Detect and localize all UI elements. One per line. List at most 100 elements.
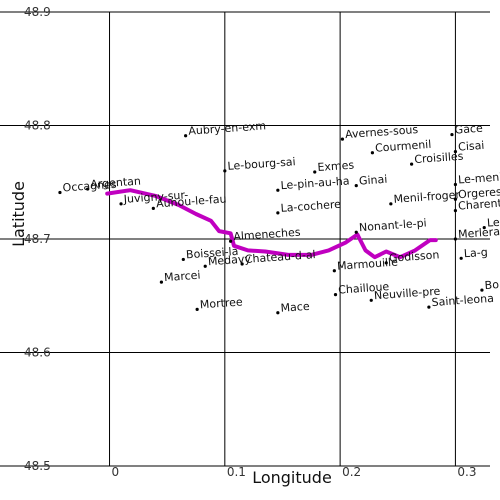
place-dot xyxy=(181,257,185,262)
place-marker: Godisson xyxy=(384,248,440,265)
place-label: Occagnes xyxy=(62,178,117,195)
place-label: Juvigny-sur- xyxy=(122,188,188,206)
place-marker: Argentan xyxy=(86,175,141,192)
place-marker: Mortree xyxy=(195,295,243,311)
place-marker: Nonant-le-pi xyxy=(354,216,428,234)
route-line xyxy=(105,188,438,260)
x-tick-label: 0.1 xyxy=(227,465,246,479)
place-marker: Marcei xyxy=(159,269,201,284)
place-label: Almeneches xyxy=(233,226,301,244)
place-marker: Mace xyxy=(276,300,310,315)
place-dot xyxy=(389,202,393,206)
y-axis-title: Latitude xyxy=(9,181,28,247)
place-label: Merlerault xyxy=(458,224,500,241)
x-tick-label: 0 xyxy=(112,465,120,479)
place-label: Gace xyxy=(454,122,483,137)
place-marker: Courmenil xyxy=(370,138,432,155)
place-dot xyxy=(119,202,123,206)
place-dot xyxy=(203,264,207,268)
place-dot xyxy=(86,187,90,191)
y-tick-label: 48.8 xyxy=(24,119,51,133)
place-marker: Cisai xyxy=(453,139,485,154)
place-marker: Neuville-pre xyxy=(369,285,441,303)
place-marker: La-g xyxy=(459,246,488,261)
place-dot xyxy=(453,197,458,201)
place-marker: Saint-leona xyxy=(427,292,494,309)
x-tick-label: 0.2 xyxy=(342,465,361,479)
place-label: Avernes-sous xyxy=(345,123,419,141)
place-dot xyxy=(276,188,280,192)
place-dot xyxy=(370,151,374,155)
place-dot xyxy=(151,206,155,210)
place-dot xyxy=(354,184,358,188)
place-dot xyxy=(410,162,414,166)
place-dot xyxy=(159,280,164,284)
place-marker: Almeneches xyxy=(228,226,301,244)
tick-labels: 0 0.1 0.2 0.3 48.5 48.6 48.7 48.8 48.9 xyxy=(24,5,477,479)
place-label: Le-bourg-sai xyxy=(227,155,296,173)
place-label: Godisson xyxy=(389,248,440,264)
place-dot xyxy=(384,261,388,265)
place-dot xyxy=(184,134,188,138)
place-dot xyxy=(195,307,199,311)
place-dot xyxy=(453,182,458,187)
place-label: Cisai xyxy=(458,139,485,154)
place-dot xyxy=(340,137,345,141)
place-dot xyxy=(459,256,463,260)
place-marker: Bo xyxy=(480,278,500,292)
place-marker: Le-meni xyxy=(453,170,500,187)
place-marker: Croisilles xyxy=(410,150,464,166)
route-track xyxy=(105,188,438,260)
place-marker: Aubry-en-exm xyxy=(184,119,267,138)
place-dot xyxy=(58,190,62,195)
place-dot xyxy=(228,239,233,243)
place-label: Chateau-d-al xyxy=(244,248,316,266)
place-dot xyxy=(369,298,373,302)
place-label: Le-cha xyxy=(487,214,500,230)
place-label: Bo xyxy=(484,278,499,292)
place-label: La-cochere xyxy=(280,198,341,215)
place-marker: Menil-froger xyxy=(389,188,461,206)
place-dot xyxy=(333,293,338,297)
place-dot xyxy=(276,311,280,315)
place-label: Le-pin-au-ha xyxy=(280,174,350,192)
place-dot xyxy=(453,150,458,154)
y-tick-label: 48.9 xyxy=(24,5,51,19)
place-marker: La-cochere xyxy=(276,198,342,215)
place-marker: Orgeres xyxy=(453,185,500,201)
place-marker: Ginai xyxy=(354,173,388,188)
place-marker: Occagnes xyxy=(58,178,117,195)
place-dot xyxy=(450,132,454,137)
place-label: Argentan xyxy=(90,175,141,192)
place-label: Marmouille xyxy=(337,256,399,273)
place-dot xyxy=(313,170,317,174)
place-dot xyxy=(482,226,486,230)
place-marker: Chailloue xyxy=(333,280,390,297)
place-marker: Marmouille xyxy=(332,256,399,273)
place-label: Courmenil xyxy=(375,138,432,155)
place-marker: Juvigny-sur- xyxy=(119,188,189,206)
place-label: Exmes xyxy=(317,158,355,174)
place-label: Menil-froger xyxy=(393,188,461,206)
x-axis-title: Longitude xyxy=(252,468,332,487)
grid-lines xyxy=(0,11,490,467)
place-label: Orgeres xyxy=(458,185,500,201)
place-label: Croisilles xyxy=(414,150,464,166)
place-label: Mortree xyxy=(199,295,243,311)
place-label: Aubry-en-exm xyxy=(188,119,267,137)
place-dot xyxy=(480,288,484,292)
place-label: La-g xyxy=(463,246,488,261)
place-label: Neuville-pre xyxy=(374,285,441,303)
place-marker: Boissei-la xyxy=(181,245,239,262)
place-label: Nonant-le-pi xyxy=(359,216,428,234)
place-label: Boissei-la xyxy=(186,245,239,262)
place-markers: Aubry-en-exm Avernes-sous Gace CourmenilCro… xyxy=(58,119,500,315)
place-label: Chailloue xyxy=(338,280,390,297)
y-tick-label: 48.5 xyxy=(24,459,51,473)
place-marker: Avernes-sous xyxy=(340,123,419,141)
place-dot xyxy=(332,269,336,273)
place-marker: Chateau-d-al xyxy=(240,248,316,266)
place-marker: Le-bourg-sai xyxy=(223,155,296,173)
place-marker: Charent xyxy=(453,197,500,213)
x-tick-label: 0.3 xyxy=(457,465,476,479)
